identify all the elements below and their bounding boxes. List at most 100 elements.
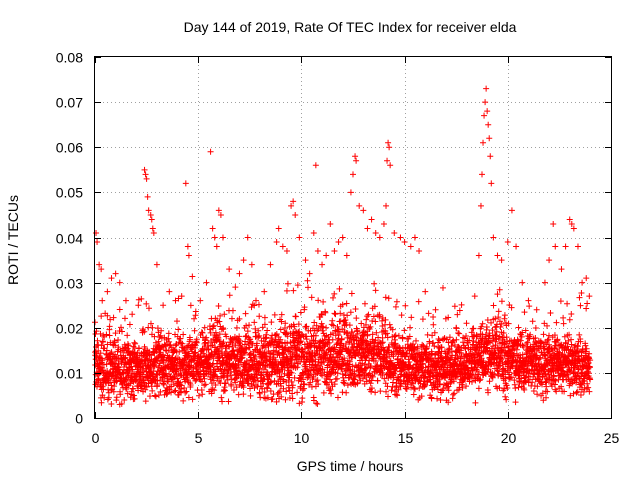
roti-peak-marker	[267, 261, 274, 268]
roti-peak-marker	[197, 297, 204, 304]
roti-peak-marker	[160, 302, 167, 309]
roti-marker	[494, 291, 501, 298]
roti-marker	[209, 325, 216, 332]
roti-peak-marker	[323, 252, 330, 259]
roti-marker	[228, 315, 235, 322]
roti-peak-marker	[279, 243, 286, 250]
roti-marker	[512, 385, 519, 392]
roti-marker	[245, 339, 252, 346]
roti-peak-marker	[288, 202, 295, 209]
roti-marker	[124, 390, 131, 397]
roti-marker	[553, 319, 560, 326]
roti-peak-marker	[172, 297, 179, 304]
roti-marker	[103, 331, 110, 338]
roti-marker	[113, 377, 120, 384]
roti-marker	[568, 310, 575, 317]
roti-marker	[130, 392, 137, 399]
roti-marker	[435, 386, 442, 393]
roti-marker	[552, 377, 559, 384]
roti-marker	[273, 398, 280, 405]
roti-marker	[238, 355, 245, 362]
roti-peak-marker	[568, 220, 575, 227]
roti-marker	[264, 385, 271, 392]
roti-marker	[529, 318, 536, 325]
roti-marker	[104, 367, 111, 374]
roti-marker	[379, 369, 386, 376]
roti-marker	[259, 342, 266, 349]
roti-marker	[172, 387, 179, 394]
roti-marker	[436, 337, 443, 344]
roti-peak-marker	[368, 216, 375, 223]
roti-peak-marker	[541, 279, 548, 286]
roti-marker	[564, 300, 571, 307]
roti-marker	[508, 304, 515, 311]
roti-marker	[454, 311, 461, 318]
roti-marker	[580, 388, 587, 395]
roti-marker	[496, 384, 503, 391]
roti-marker	[575, 348, 582, 355]
x-tick-label: 20	[501, 430, 517, 446]
roti-peak-marker	[422, 288, 429, 295]
roti-marker	[539, 381, 546, 388]
roti-marker	[146, 393, 153, 400]
roti-peak-marker	[122, 297, 129, 304]
roti-marker	[320, 298, 327, 305]
roti-peak-marker	[273, 239, 280, 246]
roti-marker	[568, 341, 575, 348]
roti-peak-marker	[302, 257, 309, 264]
axis-ticks: 0 5 10 15 20 25 0 0.01 0.02 0.03 0.04 0.05 0.06 0.07 0…	[56, 50, 620, 447]
roti-marker	[349, 329, 356, 336]
roti-marker	[165, 335, 172, 342]
roti-marker	[570, 390, 577, 397]
roti-marker	[349, 363, 356, 370]
y-tick-label: 0.07	[56, 95, 83, 111]
roti-marker	[468, 378, 475, 385]
roti-marker	[451, 390, 458, 397]
roti-marker	[499, 366, 506, 373]
roti-marker	[494, 344, 501, 351]
roti-marker	[210, 372, 217, 379]
roti-marker	[343, 389, 350, 396]
roti-peak-marker	[275, 225, 282, 232]
roti-marker	[369, 317, 376, 324]
roti-marker	[338, 336, 345, 343]
roti-marker	[472, 399, 479, 406]
roti-marker	[284, 333, 291, 340]
roti-marker	[526, 303, 533, 310]
roti-marker	[362, 337, 369, 344]
roti-marker	[277, 326, 284, 333]
roti-peak-marker	[558, 266, 565, 273]
roti-marker	[577, 381, 584, 388]
roti-marker	[560, 314, 567, 321]
roti-marker	[565, 337, 572, 344]
roti-marker	[486, 378, 493, 385]
roti-marker	[282, 396, 289, 403]
roti-marker	[98, 342, 105, 349]
roti-marker	[242, 310, 249, 317]
roti-marker	[493, 328, 500, 335]
roti-peak-marker	[579, 279, 586, 286]
roti-marker	[334, 394, 341, 401]
roti-marker	[410, 341, 417, 348]
roti-peak-marker	[339, 234, 346, 241]
roti-marker	[255, 334, 262, 341]
roti-marker	[578, 290, 585, 297]
roti-marker	[411, 385, 418, 392]
roti-peak-marker	[153, 261, 160, 268]
roti-marker	[329, 354, 336, 361]
roti-peak-marker	[94, 239, 101, 246]
roti-marker	[263, 334, 270, 341]
roti-peak-marker	[150, 229, 157, 236]
roti-marker	[149, 324, 156, 331]
roti-marker	[378, 340, 385, 347]
roti-marker	[284, 340, 291, 347]
roti-marker	[543, 394, 550, 401]
roti-marker	[440, 386, 447, 393]
roti-marker	[422, 381, 429, 388]
roti-peak-marker	[211, 234, 218, 241]
roti-peak-marker	[562, 243, 569, 250]
roti-marker	[419, 316, 426, 323]
roti-peak-marker	[477, 202, 484, 209]
roti-marker	[283, 329, 290, 336]
roti-marker	[388, 387, 395, 394]
